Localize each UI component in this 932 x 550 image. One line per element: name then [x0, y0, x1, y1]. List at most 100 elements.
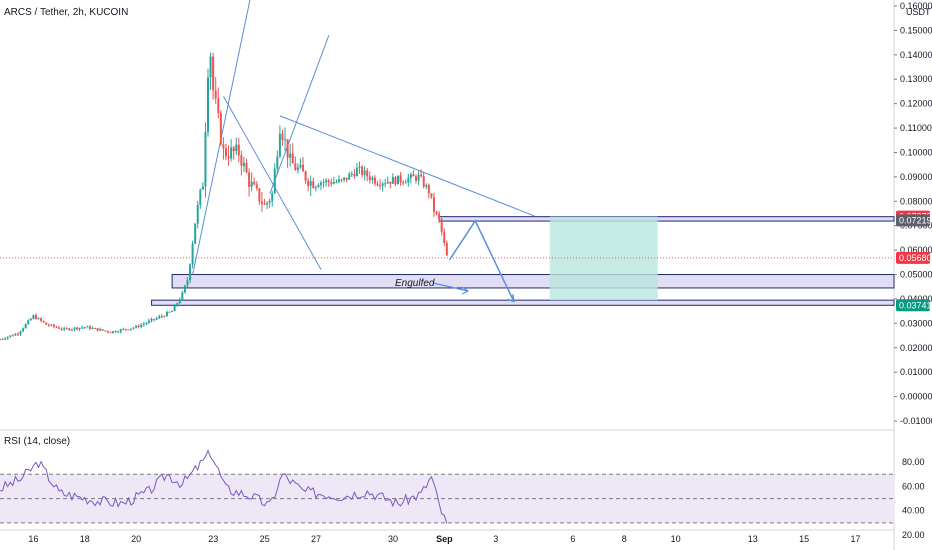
candle-body [132, 327, 135, 329]
candle-body [76, 327, 79, 330]
candle-body [63, 328, 66, 330]
price-tick-label: 0.04000 [900, 294, 932, 304]
candle-body [11, 335, 14, 337]
candle-body [101, 329, 104, 331]
candle-body [412, 174, 415, 177]
candle-body [111, 331, 114, 333]
candle-body [58, 327, 61, 329]
price-tick-label: 0.08000 [900, 196, 932, 206]
rsi-line [0, 449, 448, 524]
engulfed-arrowhead [461, 286, 470, 295]
candle-body [286, 139, 289, 158]
rsi-tick-label: 40.00 [902, 506, 925, 516]
candle-body [248, 172, 251, 187]
candle-body [109, 332, 112, 334]
candle-body [445, 242, 448, 256]
candle-body [309, 181, 312, 186]
candle-body [299, 164, 302, 168]
candle-body [373, 177, 376, 184]
candle-body [0, 339, 1, 341]
candle-body [165, 311, 168, 317]
candle-body [196, 205, 199, 224]
candle-body [173, 305, 176, 312]
candle-body [1, 338, 4, 340]
candle-body [9, 335, 12, 337]
time-tick-label: 3 [493, 534, 498, 544]
price-tick-label: 0.03000 [900, 318, 932, 328]
candle-body [394, 177, 397, 185]
candle-body [296, 167, 299, 171]
trendline-down-1 [223, 96, 322, 270]
candle-body [260, 201, 263, 205]
candle-body [50, 324, 53, 326]
time-tick-label: Sep [436, 534, 453, 544]
candle-body [24, 324, 27, 329]
candle-body [415, 176, 418, 181]
rsi-pane: 20.00 40.00 60.00 80.00 [0, 449, 925, 540]
candle-body [278, 133, 281, 157]
candle-body [242, 162, 245, 166]
candle-body [94, 328, 97, 330]
candle-body [250, 181, 253, 187]
candle-body [204, 132, 207, 187]
candle-body [70, 329, 73, 331]
candle-body [181, 292, 184, 300]
candle-body [230, 147, 233, 159]
candle-body [83, 327, 86, 329]
candle-body [227, 156, 230, 159]
candle-body [158, 316, 161, 319]
price-tag-label: 0.05680 [899, 253, 932, 263]
candle-body [435, 211, 438, 214]
support-zone [151, 299, 895, 306]
candle-body [86, 326, 89, 328]
price-tick-label: 0.00000 [900, 392, 932, 402]
candle-body [16, 333, 19, 335]
price-tag-label: 0.03741 [899, 300, 932, 310]
price-tick-label: 0.11000 [900, 123, 932, 133]
candle-body [155, 318, 158, 320]
candle-body [168, 311, 171, 313]
candle-body [222, 144, 225, 149]
candle-body [363, 170, 366, 175]
engulfed-zone [171, 274, 895, 289]
candle-body [171, 311, 174, 313]
time-tick-label: 10 [671, 534, 681, 544]
candle-body [47, 324, 50, 326]
candle-body [291, 153, 294, 164]
candle-body [127, 329, 130, 331]
candle-body [99, 329, 102, 331]
candle-body [327, 180, 330, 183]
candle-body [294, 163, 297, 171]
price-tick-label: 0.14000 [900, 50, 932, 60]
candle-body [114, 331, 117, 333]
candle-body [19, 331, 22, 335]
candle-body [219, 112, 222, 145]
candle-body [397, 175, 400, 185]
candle-body [353, 173, 356, 177]
projection-path [448, 219, 515, 302]
candle-body [140, 324, 143, 328]
candle-body [147, 320, 150, 323]
time-axis[interactable]: 16 18 20 23 25 27 30 Sep 3 6 8 10 13 15 17 [28, 534, 860, 544]
time-tick-label: 8 [622, 534, 627, 544]
candle-body [27, 320, 30, 325]
candle-body [68, 328, 71, 331]
candle-body [325, 180, 328, 183]
candle-body [381, 183, 384, 186]
candle-body [14, 333, 17, 336]
candle-body [65, 328, 68, 330]
candle-body [389, 181, 392, 184]
price-axis[interactable]: -0.01000 0.00000 0.01000 0.02000 0.03000 0.04… [894, 1, 932, 426]
time-tick-label: 23 [208, 534, 218, 544]
candle-body [268, 200, 271, 203]
candle-body [60, 328, 63, 330]
candle-body [430, 193, 433, 198]
candle-body [343, 177, 346, 180]
candle-body [201, 186, 204, 190]
rsi-tick-label: 60.00 [902, 481, 925, 491]
candle-body [348, 173, 351, 180]
candle-body [199, 189, 202, 206]
time-tick-label: 27 [311, 534, 321, 544]
candle-body [32, 315, 35, 319]
